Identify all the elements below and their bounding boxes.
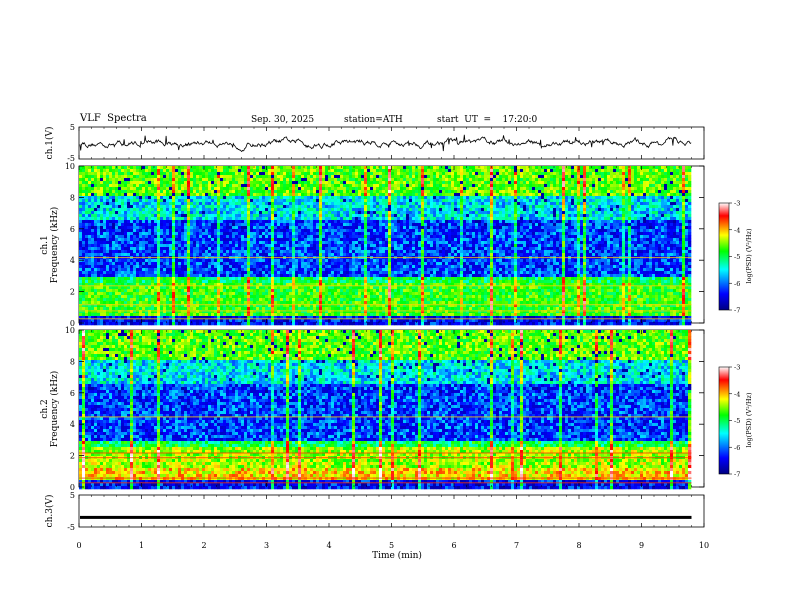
ch1-colorbar-label: log(PSD) (V²/Hz): [745, 228, 753, 283]
spec1-ytick-6: 6: [70, 225, 75, 234]
ch1-spectrogram-image: [79, 166, 692, 326]
spec1-ytick-8: 8: [70, 193, 75, 202]
cb1-tick--5: -5: [734, 253, 740, 261]
cb2-tick--4: -4: [734, 390, 740, 398]
ch1-trace: [79, 134, 692, 153]
ch1-ylabel-prefix: ch.1: [40, 235, 50, 254]
ch2-colorbar-label: log(PSD) (V²/Hz): [745, 392, 753, 447]
xtick-8: 8: [576, 541, 581, 550]
ch3-ylabel: ch.3(V): [44, 495, 55, 528]
cb1-tick--4: -4: [734, 226, 740, 234]
ch2-colorbar: [718, 366, 730, 475]
ch1-waveform-panel: 5 -5 ch.1(V): [44, 123, 705, 163]
xtick-7: 7: [514, 541, 519, 550]
xtick-0: 0: [76, 541, 81, 550]
xtick-10: 10: [699, 541, 709, 550]
ch3-frame: [78, 494, 705, 528]
date-label: Sep. 30, 2025: [251, 115, 314, 125]
ch1-ytick-bottom: -5: [67, 154, 75, 163]
ch3-waveform-panel: 5 -5 ch.3(V): [44, 491, 705, 532]
xtick-1: 1: [139, 541, 144, 550]
spec2-ytick-4: 4: [70, 420, 75, 429]
xtick-6: 6: [451, 541, 456, 550]
xtick-2: 2: [201, 541, 206, 550]
ch1-colorbar: [718, 202, 730, 311]
spec2-ytick-10: 10: [65, 326, 75, 335]
xtick-4: 4: [326, 541, 331, 550]
cb1-tick--6: -6: [734, 280, 740, 288]
spec2-ytick-8: 8: [70, 357, 75, 366]
spec1-ytick-10: 10: [65, 162, 75, 171]
station-label: station=ATH: [344, 115, 403, 125]
figure-title: VLF Spectra: [80, 113, 147, 124]
spec2-ytick-0: 0: [70, 483, 75, 492]
ch2-spectrogram-image: [79, 330, 692, 490]
ch2-ylabel: Frequency (kHz): [49, 371, 60, 448]
xtick-5: 5: [389, 541, 394, 550]
ch1-frame: [78, 126, 705, 160]
ch3-trace: [80, 515, 692, 519]
ch1-ytick-top: 5: [70, 123, 75, 132]
ch1-ylabel: Frequency (kHz): [49, 207, 60, 284]
xaxis-label: Time (min): [372, 550, 422, 561]
ch2-ylabel-prefix: ch.2: [40, 399, 50, 418]
start-time-label: start UT = 17:20:0: [437, 115, 537, 125]
cb2-tick--7: -7: [734, 471, 740, 479]
cb2-tick--5: -5: [734, 417, 740, 425]
cb2-tick--6: -6: [734, 444, 740, 452]
ch3-ytick-bottom: -5: [67, 523, 75, 532]
cb1-tick--7: -7: [734, 307, 740, 315]
spec1-ytick-2: 2: [70, 288, 75, 297]
xtick-9: 9: [639, 541, 644, 550]
spec1-ytick-4: 4: [70, 256, 75, 265]
spec2-ytick-6: 6: [70, 389, 75, 398]
xtick-3: 3: [264, 541, 269, 550]
spec2-ytick-2: 2: [70, 452, 75, 461]
ch1-ylabel: ch.1(V): [44, 127, 55, 160]
cb2-tick--3: -3: [734, 364, 740, 372]
time-axis: 0 1 2 3 4 5 6 7 8 9 10: [76, 127, 709, 550]
cb1-tick--3: -3: [734, 200, 740, 208]
ch3-ytick-top: 5: [70, 491, 75, 500]
spec1-ytick-0: 0: [70, 319, 75, 328]
